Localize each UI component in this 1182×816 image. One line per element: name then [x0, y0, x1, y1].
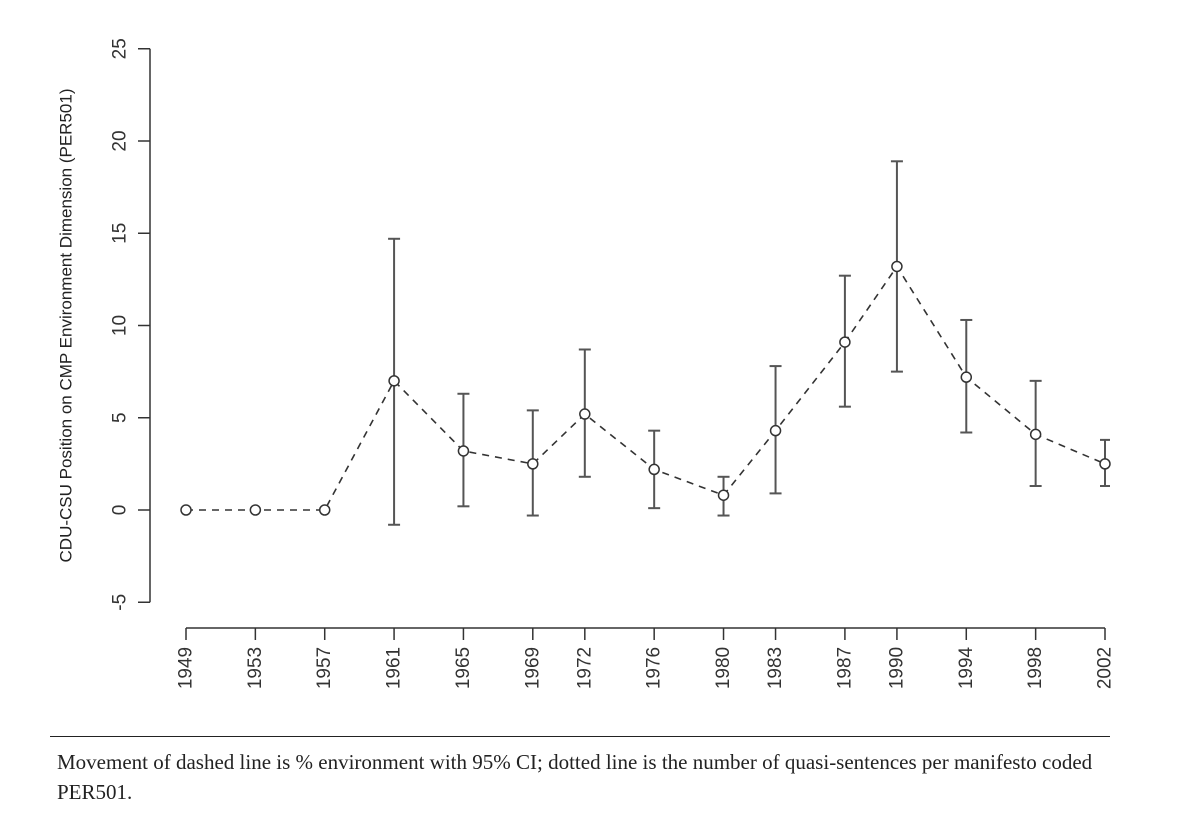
y-axis: -5 0 5 10 15 20 25 [110, 38, 151, 611]
y-tick-label: 0 [110, 505, 131, 516]
caption-divider [50, 736, 1110, 737]
x-tick-label: 1965 [453, 647, 474, 689]
x-tick-label: 1969 [522, 647, 543, 689]
error-bars [388, 160, 1110, 526]
y-tick-label: 10 [110, 315, 131, 336]
data-point [180, 504, 192, 516]
data-point [579, 408, 591, 420]
x-tick-label: 1987 [834, 647, 855, 689]
data-points [180, 260, 1111, 516]
data-point [249, 504, 262, 516]
data-point [839, 336, 851, 348]
x-tick-label: 1983 [765, 647, 786, 689]
chart: -5 0 5 10 15 20 25 1949 1953 1957 1961 1965 1969 197… [57, 38, 1116, 689]
y-tick-label: 15 [110, 223, 131, 244]
data-point [388, 375, 400, 387]
data-point [648, 463, 660, 476]
data-point [891, 260, 903, 273]
y-axis-label: CDU-CSU Position on CMP Environment Dime… [57, 89, 76, 563]
y-tick-label: 20 [110, 130, 131, 151]
data-point [318, 504, 331, 516]
x-axis: 1949 1953 1957 1961 1965 1969 1972 1976 1980 1983… [176, 627, 1116, 689]
x-tick-label: 1998 [1025, 647, 1046, 689]
data-point [1029, 428, 1042, 441]
x-tick-label: 1990 [886, 647, 907, 689]
data-point [527, 458, 539, 470]
x-tick-label: 1972 [574, 647, 595, 689]
x-tick-label: 1961 [384, 647, 405, 689]
y-tick-label: 5 [110, 412, 131, 423]
x-tick-label: 1994 [956, 646, 977, 689]
x-tick-label: 1953 [245, 647, 266, 689]
data-point [1099, 458, 1111, 470]
data-point [717, 489, 730, 501]
figure-caption: Movement of dashed line is % environment… [57, 750, 1093, 804]
x-tick-label: 1976 [644, 647, 665, 689]
data-point [457, 445, 470, 457]
x-tick-label: 1949 [176, 647, 197, 689]
data-point [960, 371, 973, 383]
y-tick-label: 25 [110, 38, 131, 59]
x-tick-label: 1957 [314, 647, 335, 689]
data-point [769, 424, 782, 437]
y-tick-label: -5 [110, 594, 131, 611]
x-tick-label: 1980 [713, 647, 734, 689]
x-tick-label: 2002 [1095, 647, 1116, 689]
